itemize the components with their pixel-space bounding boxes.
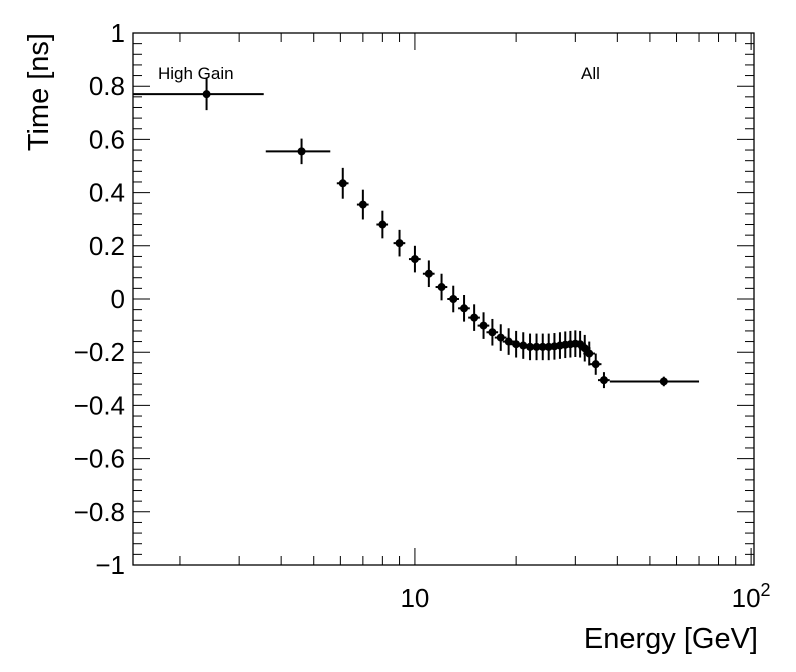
marker — [526, 342, 535, 351]
marker — [202, 90, 211, 99]
plot-frame — [132, 32, 755, 566]
marker — [410, 255, 419, 264]
data-point — [265, 138, 331, 165]
marker — [437, 283, 446, 292]
x-axis-title: Energy [GeV] — [584, 623, 758, 655]
y-tick-label: −0.4 — [74, 390, 125, 420]
marker — [585, 349, 594, 358]
x-tick-label: 10 — [400, 583, 429, 613]
data-point — [356, 189, 369, 220]
annotation-left: High Gain — [158, 64, 234, 83]
data-point — [589, 353, 602, 375]
marker — [659, 377, 668, 386]
marker — [449, 295, 458, 303]
data-point — [458, 295, 470, 322]
data-point — [598, 372, 610, 389]
data-point — [486, 318, 499, 346]
y-tick-label: −1 — [95, 550, 125, 580]
data-point — [578, 334, 591, 362]
data-point — [422, 260, 435, 288]
marker — [532, 342, 541, 351]
marker — [519, 341, 528, 350]
marker — [512, 340, 521, 349]
marker — [496, 333, 505, 342]
data-point — [477, 312, 490, 339]
marker — [460, 304, 469, 313]
y-tick-label: 0.2 — [89, 231, 125, 261]
data-points — [133, 78, 700, 389]
marker — [395, 239, 404, 248]
marker — [488, 328, 497, 337]
data-point — [408, 245, 421, 273]
marker — [424, 269, 433, 278]
y-tick-label: 1 — [111, 18, 125, 48]
data-point — [609, 376, 700, 387]
y-tick-label: 0.4 — [89, 178, 125, 208]
data-point — [133, 78, 264, 111]
x-tick-label: 102 — [732, 580, 771, 613]
data-point — [494, 324, 507, 351]
y-tick-label: 0.8 — [89, 71, 125, 101]
y-tick-label: 0.6 — [89, 124, 125, 154]
data-point — [376, 210, 389, 239]
x-tick-labels: 10 102 — [400, 580, 770, 613]
data-point — [447, 285, 459, 313]
marker — [358, 200, 367, 209]
data-point — [468, 304, 480, 331]
y-tick-label: −0.6 — [74, 444, 125, 474]
data-point — [502, 328, 515, 355]
y-tick-label: 0 — [111, 284, 125, 314]
y-tick-labels: 1 0.8 0.6 0.4 0.2 0 −0.2 −0.4 −0.6 −0.8 −1 — [74, 18, 125, 580]
marker — [479, 321, 488, 330]
annotation-right: All — [581, 64, 600, 83]
y-tick-label: −0.2 — [74, 337, 125, 367]
data-point — [336, 167, 349, 199]
data-point — [435, 273, 448, 301]
marker — [338, 179, 347, 188]
marker — [378, 220, 387, 229]
y-tick-label: −0.8 — [74, 497, 125, 527]
marker — [591, 360, 600, 369]
data-point — [583, 341, 595, 366]
data-point — [393, 229, 406, 257]
y-axis-title: Time [ns] — [23, 33, 55, 151]
marker — [580, 344, 589, 353]
marker — [470, 313, 479, 322]
axis-ticks — [133, 32, 754, 566]
marker — [599, 376, 608, 385]
marker — [297, 147, 306, 156]
